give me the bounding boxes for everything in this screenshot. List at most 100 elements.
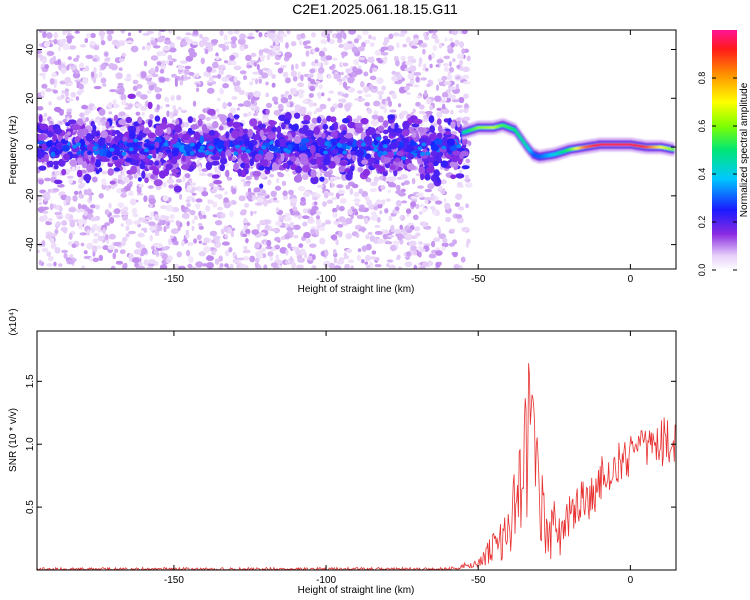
heatmap-cell [137, 232, 145, 238]
heatmap-cell [265, 108, 270, 115]
heatmap-cell [368, 127, 376, 135]
heatmap-cell [105, 121, 110, 129]
heatmap-cell [377, 125, 385, 132]
heatmap-cell [208, 182, 215, 188]
heatmap-cell [428, 115, 435, 124]
heatmap-cell [255, 30, 259, 33]
heatmap-cell [90, 226, 95, 234]
heatmap-cell [168, 47, 177, 53]
heatmap-cell [254, 78, 259, 85]
heatmap-cell [173, 263, 180, 269]
heatmap-cell [102, 83, 107, 87]
heatmap-cell [327, 36, 331, 43]
heatmap-cell [435, 64, 440, 68]
y-tick-label: 0.5 [25, 500, 36, 514]
heatmap-cell [76, 142, 81, 147]
heatmap-cell [266, 239, 272, 247]
heatmap-cell [233, 76, 238, 83]
heatmap-cell [162, 146, 171, 151]
heatmap-cell [45, 40, 51, 47]
heatmap-cell [111, 39, 119, 46]
heatmap-cell [128, 130, 136, 140]
heatmap-cell [387, 234, 395, 238]
heatmap-cell [376, 136, 382, 141]
heatmap-cell [174, 240, 179, 246]
heatmap-cell [53, 38, 58, 45]
heatmap-cell [97, 122, 102, 126]
heatmap-cell [353, 38, 359, 44]
heatmap-cell [283, 147, 289, 152]
heatmap-cell [90, 32, 96, 39]
heatmap-cell [436, 111, 443, 118]
heatmap-cell [448, 94, 456, 100]
heatmap-cell [284, 215, 292, 222]
heatmap-cell [171, 206, 180, 213]
heatmap-cell [143, 60, 148, 67]
heatmap-cell [143, 259, 149, 266]
heatmap-cell [289, 256, 293, 263]
heatmap-cell [261, 72, 269, 79]
heatmap-cell [395, 200, 402, 207]
heatmap-cell [459, 41, 464, 48]
heatmap-cell [85, 132, 93, 142]
heatmap-cell [380, 46, 389, 51]
heatmap-cell [297, 82, 305, 88]
heatmap-cell [53, 89, 58, 94]
heatmap-cell [171, 168, 180, 174]
heatmap-cell [321, 132, 326, 139]
heatmap-cell [69, 214, 74, 222]
heatmap-cell [180, 204, 185, 211]
heatmap-cell [396, 74, 403, 80]
heatmap-cell [452, 99, 460, 103]
heatmap-cell [377, 203, 383, 209]
heatmap-cell [450, 174, 457, 180]
heatmap-cell [229, 263, 234, 269]
heatmap-cell [414, 226, 421, 232]
heatmap-cell [245, 228, 251, 235]
heatmap-cell [331, 148, 339, 155]
heatmap-cell [438, 261, 442, 266]
heatmap-cell [364, 102, 371, 107]
heatmap-cell [160, 205, 168, 210]
heatmap-cell [273, 197, 278, 201]
heatmap-cell [142, 32, 151, 36]
heatmap-cell [302, 99, 309, 104]
heatmap-cell [423, 63, 427, 69]
heatmap-cell [388, 100, 393, 107]
heatmap-cell [296, 254, 303, 260]
heatmap-cell [64, 76, 72, 84]
heatmap-cell [199, 33, 203, 39]
heatmap-cell [149, 166, 158, 171]
heatmap-cell [290, 41, 297, 47]
heatmap-cell [416, 266, 420, 269]
heatmap-cell [55, 221, 61, 228]
heatmap-cell [324, 142, 330, 147]
heatmap-cell [187, 178, 193, 183]
heatmap-cell [249, 118, 258, 127]
heatmap-cell [179, 79, 184, 86]
heatmap-cell [62, 144, 70, 152]
heatmap-cell [435, 250, 443, 256]
heatmap-cell [230, 36, 238, 42]
heatmap-cell [317, 74, 323, 81]
heatmap-cell [168, 61, 174, 66]
heatmap-cell [365, 265, 371, 269]
heatmap-cell [378, 175, 384, 181]
heatmap-cell [417, 185, 424, 189]
heatmap-cell [305, 238, 312, 244]
heatmap-cell [296, 264, 304, 269]
heatmap-cell [198, 225, 204, 230]
heatmap-cell [247, 95, 251, 100]
heatmap-cell [351, 183, 359, 189]
heatmap-cell [411, 132, 417, 138]
heatmap-cell [206, 66, 213, 73]
heatmap-cell [371, 114, 379, 120]
heatmap-cell [380, 185, 386, 190]
heatmap-cell [412, 108, 416, 114]
heatmap-cell [218, 266, 223, 269]
heatmap-cell [288, 94, 292, 100]
heatmap-cell [113, 167, 121, 172]
heatmap-cell [318, 227, 326, 232]
heatmap-cell [98, 193, 104, 199]
